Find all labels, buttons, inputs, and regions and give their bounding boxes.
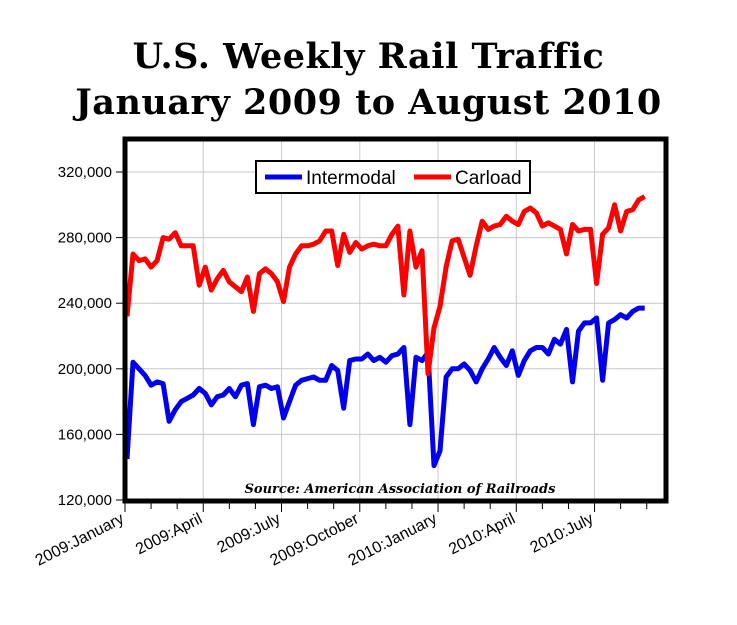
y-tick-label: 200,000	[58, 361, 112, 378]
legend-label-carload: Carload	[455, 168, 522, 189]
x-tick-label: 2010:July	[528, 510, 597, 556]
legend-label-intermodal: Intermodal	[306, 168, 396, 189]
source-annotation: Source: American Association of Railroad…	[245, 482, 557, 497]
chart-subtitle: January 2009 to August 2010	[75, 82, 662, 123]
x-tick-label: 2009:July	[215, 510, 284, 556]
x-tick-label: 2010:January	[346, 510, 440, 569]
series-line-intermodal	[124, 305, 645, 469]
x-tick-label: 2009:January	[33, 510, 127, 569]
y-tick-label: 280,000	[58, 230, 112, 247]
y-tick-label: 120,000	[58, 492, 112, 509]
chart-title: U.S. Weekly Rail Traffic	[132, 36, 605, 77]
plot-frame	[122, 136, 669, 504]
x-tick-label: 2010:April	[446, 510, 518, 558]
x-tick-label: 2009:April	[133, 510, 205, 558]
legend: Intermodal Carload	[255, 160, 531, 194]
y-tick-label: 320,000	[58, 164, 112, 181]
y-tick-label: 240,000	[58, 295, 112, 312]
y-tick-label: 160,000	[58, 426, 112, 443]
